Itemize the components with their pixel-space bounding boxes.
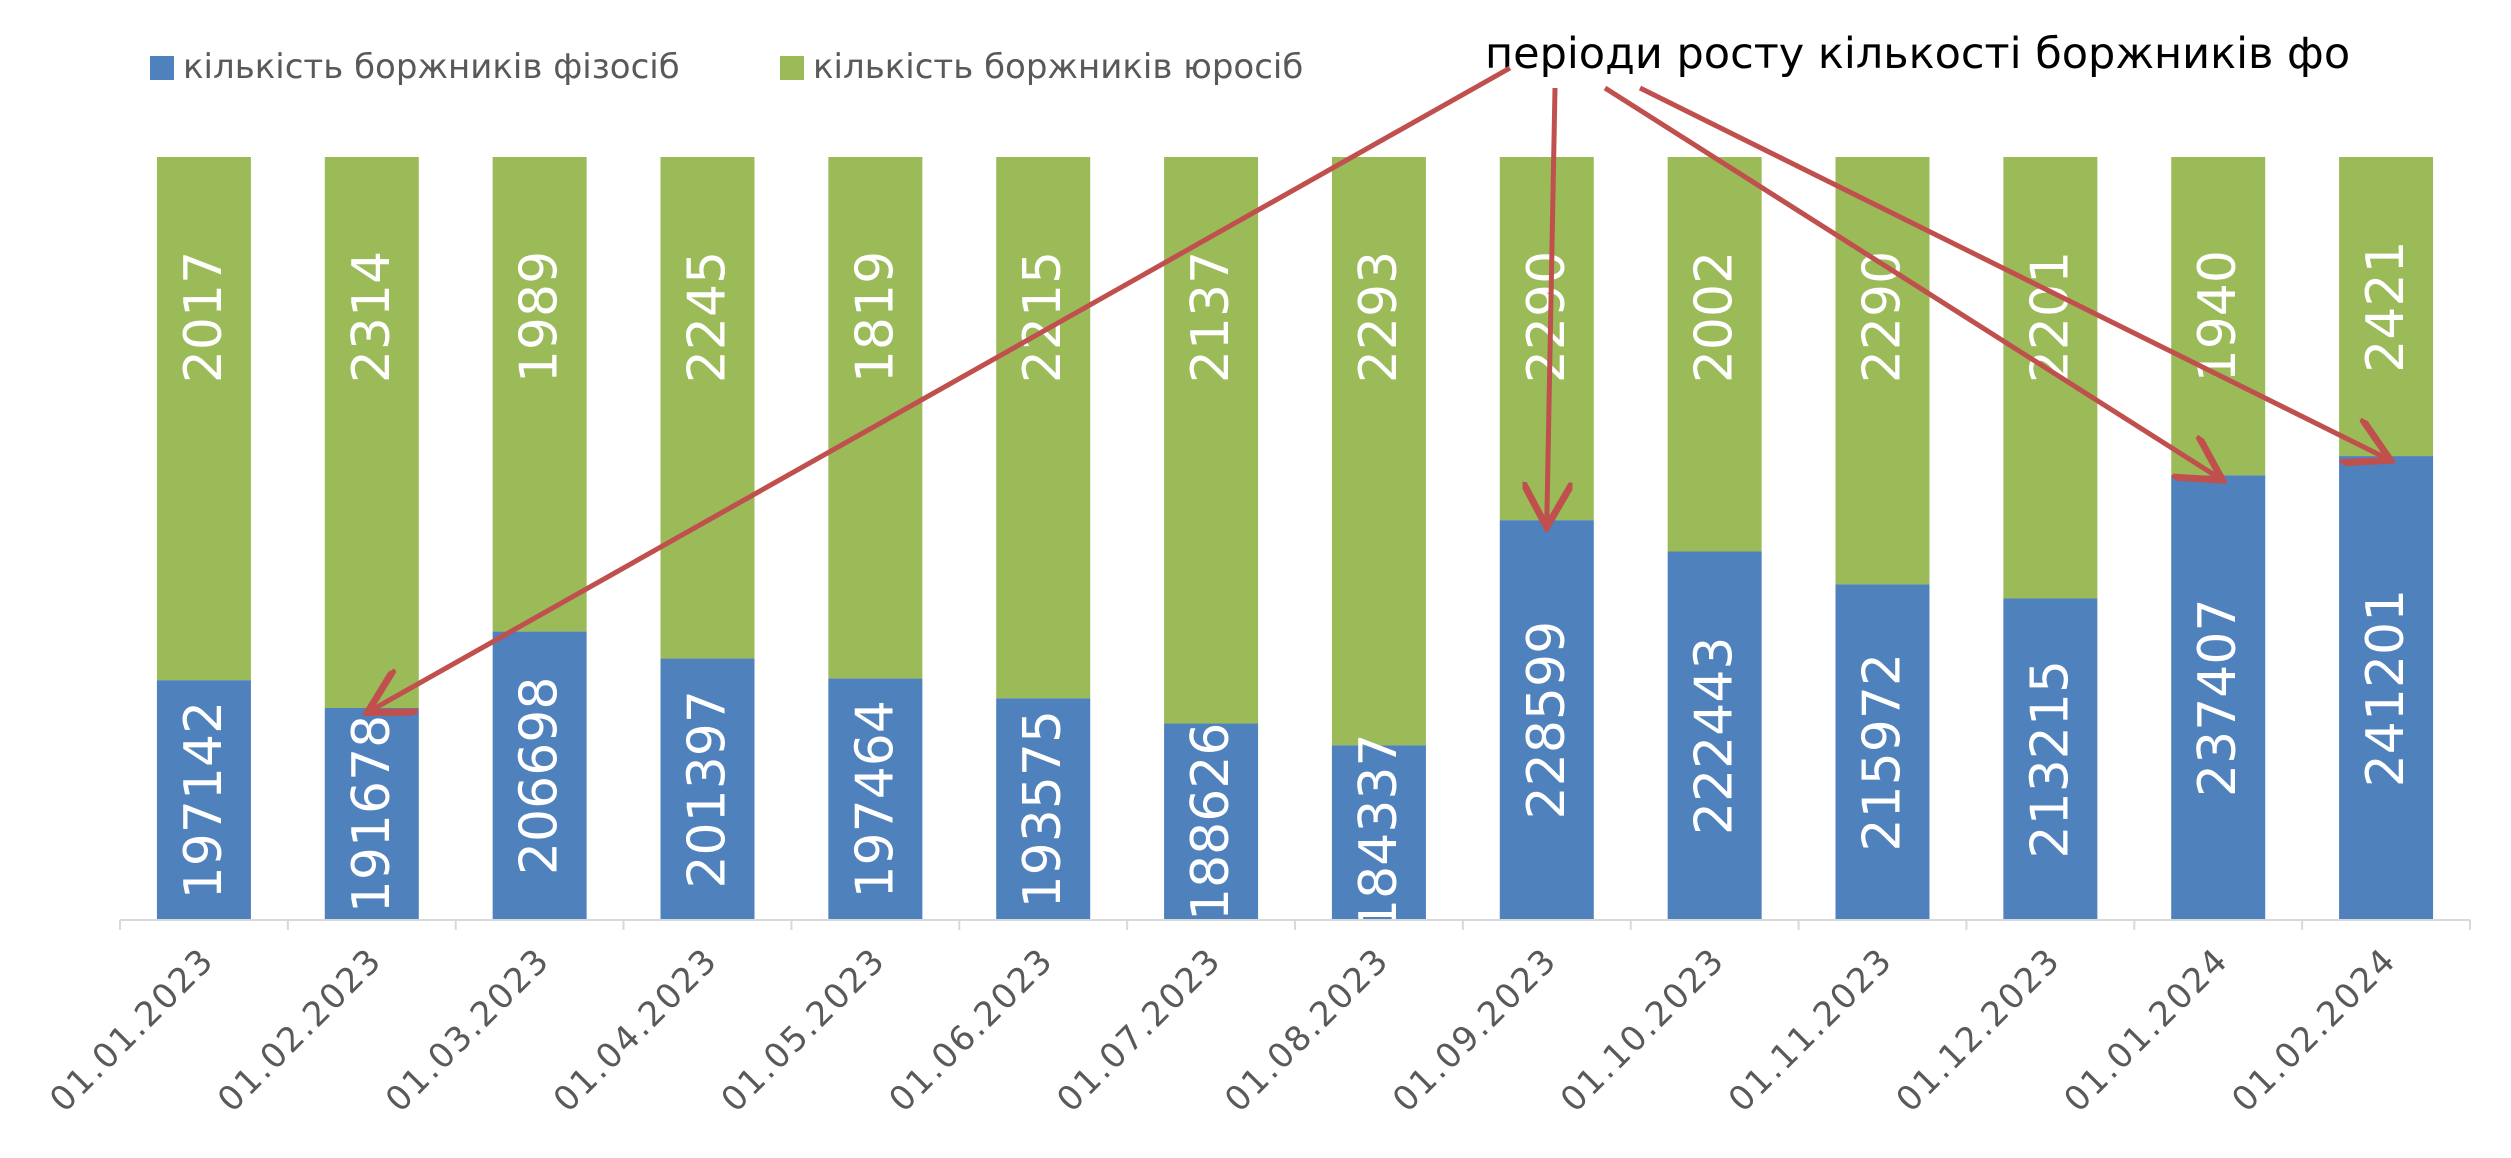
data-label-individuals-01.02.2023: 191678 <box>342 715 402 914</box>
bar-individuals-01.11.2023 <box>1835 584 1930 920</box>
x-tick-label-01.01.2023: 01.01.2023 <box>42 940 222 1120</box>
data-label-legal-01.01.2023: 2017 <box>174 251 234 383</box>
legend-label-individuals: кількість боржників фізосіб <box>183 47 680 87</box>
bar-individuals-01.07.2023 <box>1164 723 1259 920</box>
annotation: періоди росту кількості боржників фо <box>372 29 2386 710</box>
data-label-individuals-01.03.2023: 206698 <box>510 677 570 876</box>
data-label-individuals-01.02.2024: 241201 <box>2356 589 2416 788</box>
legend-swatch-legal-entities <box>780 56 804 80</box>
data-label-legal-01.06.2023: 2215 <box>1013 251 1073 383</box>
bar-individuals-01.04.2023 <box>660 658 755 920</box>
x-tick-label-01.07.2023: 01.07.2023 <box>1049 940 1229 1120</box>
bar-individuals-01.12.2023 <box>2003 598 2098 920</box>
x-tick-label-01.03.2023: 01.03.2023 <box>378 940 558 1120</box>
legend: кількість боржників фізосіб кількість бо… <box>150 47 1303 87</box>
x-tick-label-01.06.2023: 01.06.2023 <box>881 940 1061 1120</box>
bars-group <box>156 157 2434 920</box>
data-label-legal-01.02.2023: 2314 <box>342 251 402 383</box>
data-label-legal-01.03.2023: 1989 <box>510 251 570 383</box>
bar-legal-01.08.2023 <box>1331 157 1426 746</box>
data-label-legal-01.11.2023: 2290 <box>1853 251 1913 383</box>
data-label-individuals-01.12.2023: 213215 <box>2020 660 2080 859</box>
data-label-individuals-01.01.2023: 197142 <box>174 701 234 900</box>
data-label-legal-01.07.2023: 2137 <box>1181 251 1241 383</box>
bar-individuals-01.01.2024 <box>2171 475 2266 920</box>
x-tick-label-01.08.2023: 01.08.2023 <box>1217 940 1397 1120</box>
x-tick-label-01.04.2023: 01.04.2023 <box>546 940 726 1120</box>
data-label-legal-01.09.2023: 2290 <box>1517 251 1577 383</box>
x-tick-label-01.09.2023: 01.09.2023 <box>1385 940 1565 1120</box>
bar-legal-01.02.2024 <box>2339 157 2434 457</box>
bar-legal-01.01.2024 <box>2171 157 2266 476</box>
x-tick-label-01.02.2024: 01.02.2024 <box>2224 940 2404 1120</box>
bar-individuals-01.09.2023 <box>1499 520 1594 920</box>
data-label-individuals-01.09.2023: 228599 <box>1517 621 1577 820</box>
data-label-legal-01.08.2023: 2293 <box>1349 251 1409 383</box>
bar-individuals-01.10.2023 <box>1667 551 1762 920</box>
legend-label-legal-entities: кількість боржників юросіб <box>813 47 1303 87</box>
x-tick-label-01.01.2024: 01.01.2024 <box>2056 940 2236 1120</box>
data-label-individuals-01.07.2023: 188626 <box>1181 723 1241 922</box>
x-tick-label-01.11.2023: 01.11.2023 <box>1721 940 1901 1120</box>
data-label-individuals-01.01.2024: 237407 <box>2188 598 2248 797</box>
bar-individuals-01.01.2023 <box>156 680 251 920</box>
data-label-legal-01.04.2023: 2245 <box>678 251 738 383</box>
bar-legal-01.01.2023 <box>156 157 251 681</box>
data-label-individuals-01.08.2023: 184337 <box>1349 733 1409 932</box>
x-axis-tick-labels: 01.01.202301.02.202301.03.202301.04.2023… <box>42 940 2404 1120</box>
data-label-individuals-01.06.2023: 193575 <box>1013 710 1073 909</box>
bar-legal-01.04.2023 <box>660 157 755 659</box>
data-label-individuals-01.04.2023: 201397 <box>678 690 738 889</box>
bar-legal-01.06.2023 <box>996 157 1091 699</box>
data-label-legal-01.05.2023: 1819 <box>845 251 905 383</box>
bar-individuals-01.05.2023 <box>828 678 923 920</box>
data-label-individuals-01.11.2023: 215972 <box>1853 653 1913 852</box>
bar-legal-01.12.2023 <box>2003 157 2098 599</box>
annotation-text: періоди росту кількості боржників фо <box>1485 29 2350 79</box>
data-label-individuals-01.10.2023: 222443 <box>1685 636 1745 835</box>
bar-individuals-01.02.2024 <box>2339 456 2434 920</box>
legend-swatch-individuals <box>150 56 174 80</box>
x-tick-label-01.10.2023: 01.10.2023 <box>1553 940 1733 1120</box>
x-axis-ticks <box>119 920 2471 930</box>
bar-legal-01.02.2023 <box>324 157 419 708</box>
bar-individuals-01.03.2023 <box>492 631 587 920</box>
x-tick-label-01.12.2023: 01.12.2023 <box>1889 940 2069 1120</box>
annotation-arrow-01.02.2023 <box>372 65 1512 710</box>
annotation-arrows <box>372 65 2386 710</box>
bar-legal-01.03.2023 <box>492 157 587 632</box>
annotation-arrow-01.09.2023 <box>1547 87 1555 522</box>
bar-individuals-01.06.2023 <box>996 698 1091 920</box>
bar-labels-group: 197142 2017 191678 2314 206698 1989 201397 2245… <box>174 240 2416 932</box>
bar-individuals-01.02.2023 <box>324 707 419 920</box>
data-label-legal-01.02.2024: 2421 <box>2356 240 2416 372</box>
x-tick-label-01.05.2023: 01.05.2023 <box>714 940 894 1120</box>
annotation-arrow-01.01.2024 <box>1603 85 2218 477</box>
annotation-arrow-01.02.2024 <box>1638 85 2386 458</box>
data-label-legal-01.10.2023: 2002 <box>1685 251 1745 383</box>
bar-legal-01.10.2023 <box>1667 157 1762 552</box>
x-tick-label-01.02.2023: 01.02.2023 <box>210 940 390 1120</box>
data-label-individuals-01.05.2023: 197464 <box>845 700 905 899</box>
bar-legal-01.11.2023 <box>1835 157 1930 585</box>
data-label-legal-01.01.2024: 1940 <box>2188 250 2248 382</box>
bar-legal-01.07.2023 <box>1164 157 1259 724</box>
bar-individuals-01.08.2023 <box>1331 745 1426 920</box>
data-label-legal-01.12.2023: 2201 <box>2020 251 2080 383</box>
bar-legal-01.05.2023 <box>828 157 923 679</box>
